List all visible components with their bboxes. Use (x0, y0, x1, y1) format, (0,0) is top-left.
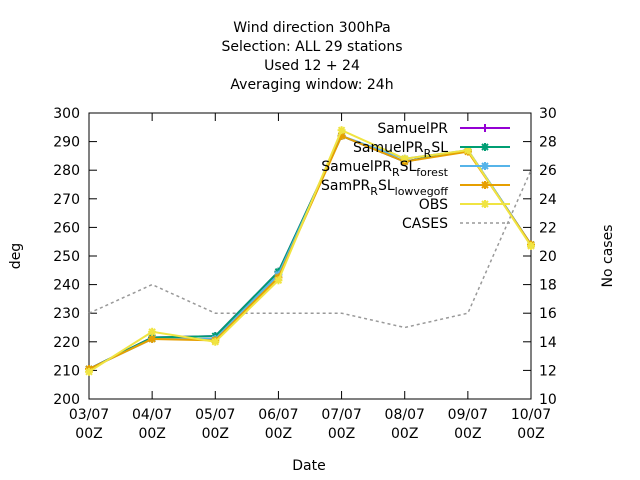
y2-tick-label: 24 (539, 192, 557, 208)
legend-label: SamuelPRRSL (353, 140, 448, 160)
legend-entry: SamPRRSLlowvegoff (321, 178, 510, 198)
series-line (88, 128, 532, 373)
data-point (400, 154, 409, 163)
y2-tick-label: 10 (539, 392, 557, 408)
data-point (211, 337, 220, 346)
axes: 200 210 220 230 240 250 260 270 280 290 300 10 12 14 1… (53, 106, 557, 442)
series-line (88, 169, 532, 329)
data-point (337, 126, 346, 135)
y2-tick-label: 30 (539, 106, 557, 122)
y2-tick-label: 18 (539, 278, 557, 294)
y2-tick-label: 22 (539, 220, 557, 236)
legend: SamuelPR SamuelPRRSLSamuelPRRSLforestSamP… (321, 121, 510, 232)
x-tick-label: 06/07 00Z (258, 407, 298, 442)
y-tick-label: 240 (53, 278, 80, 294)
y2-tick-label: 20 (539, 249, 557, 265)
legend-entry: OBS (419, 197, 510, 213)
data-point (481, 143, 489, 151)
y2-axis-label: No cases (600, 225, 616, 288)
series-layer (85, 126, 535, 376)
legend-label: SamuelPRRSLforest (321, 159, 448, 179)
data-point (527, 241, 535, 250)
y2-tick-label: 14 (539, 335, 557, 351)
legend-entry: SamuelPRRSL (353, 140, 510, 160)
y2-tick-label: 28 (539, 135, 557, 151)
legend-entry: CASES (402, 216, 510, 232)
data-point (148, 327, 157, 336)
title-line: Wind direction 300hPa (233, 20, 390, 36)
legend-entry: SamuelPRRSLforest (321, 159, 510, 179)
y-axis-label: deg (8, 243, 24, 269)
data-point (481, 181, 489, 189)
x-tick-label: 07/07 00Z (321, 407, 361, 442)
y-tick-label: 230 (53, 306, 80, 322)
series-cases (88, 169, 532, 329)
y2-tick-label: 26 (539, 163, 557, 179)
y2-tick-label: 12 (539, 363, 557, 379)
y-tick-label: 270 (53, 192, 80, 208)
data-point (481, 124, 489, 132)
legend-entry: SamuelPR (377, 121, 510, 137)
title-line: Used 12 + 24 (264, 58, 360, 74)
series-sampr-r-sl-lowvegoff (85, 131, 535, 373)
data-point (481, 200, 489, 208)
x-tick-label: 04/07 00Z (132, 407, 172, 442)
x-tick-label: 10/07 00Z (511, 407, 551, 442)
x-tick-label: 08/07 00Z (385, 407, 425, 442)
title-line: Selection: ALL 29 stations (221, 39, 402, 55)
data-point (274, 276, 283, 285)
y2-tick-label: 16 (539, 306, 557, 322)
y-tick-label: 260 (53, 220, 80, 236)
legend-label: OBS (419, 197, 448, 213)
y-tick-label: 250 (53, 249, 80, 265)
x-tick-label: 05/07 00Z (195, 407, 235, 442)
y-tick-label: 200 (53, 392, 80, 408)
x-axis-label: Date (292, 458, 325, 474)
chart-title: Wind direction 300hPa Selection: ALL 29 s… (221, 20, 402, 93)
legend-label: SamuelPR (377, 121, 448, 137)
plot-frame (88, 112, 532, 400)
y-tick-label: 300 (53, 106, 80, 122)
data-point (148, 334, 157, 343)
legend-label: CASES (402, 216, 448, 232)
y-tick-label: 290 (53, 135, 80, 151)
y-tick-label: 280 (53, 163, 80, 179)
x-tick-label: 09/07 00Z (448, 407, 488, 442)
x-tick-label: 03/07 00Z (69, 407, 109, 442)
y-tick-label: 220 (53, 335, 80, 351)
data-point (481, 162, 489, 170)
y-tick-label: 210 (53, 363, 80, 379)
title-line: Averaging window: 24h (230, 77, 393, 93)
legend-label: SamPRRSLlowvegoff (321, 178, 448, 198)
series-obs (85, 126, 535, 376)
data-point (85, 367, 93, 376)
